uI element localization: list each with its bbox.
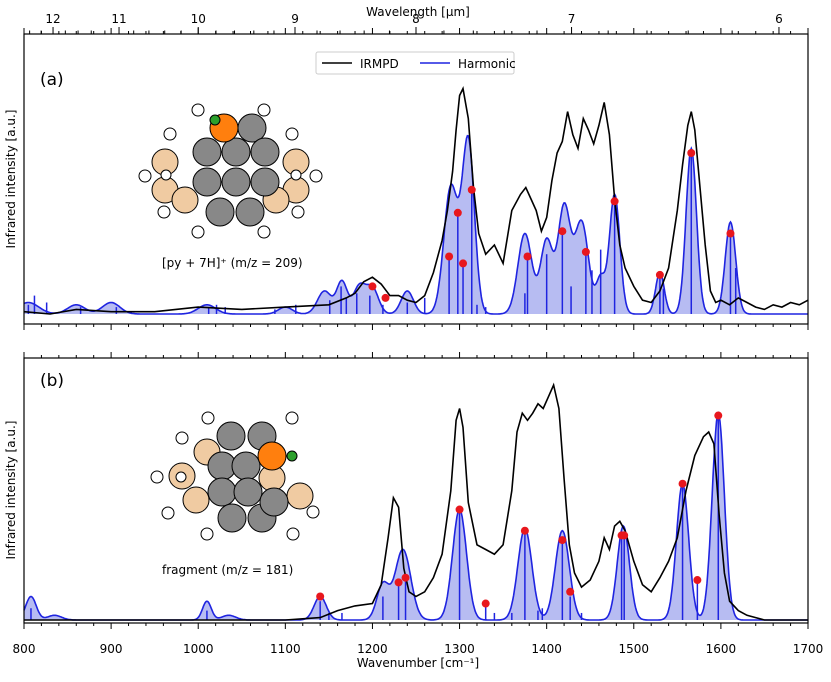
panel-b: 800 900 1000 1100 1200 1300 1400 1500 1600 1700 (… xyxy=(13,352,824,656)
panel-a: (a) [py + 7H]⁺ (m/z = 209) IRMPD Harmoni… xyxy=(23,28,809,330)
harmonic-marker xyxy=(459,259,468,268)
y-axis-label-b: Infrared intensity [a.u.] xyxy=(4,421,18,560)
harmonic-marker xyxy=(445,252,454,261)
panel-a-ticks xyxy=(23,28,809,330)
panel-b-annotation: fragment (m/z = 181) xyxy=(162,563,293,577)
legend: IRMPD Harmonic xyxy=(315,51,516,75)
top-tick-label: 8 xyxy=(412,12,420,26)
harmonic-marker xyxy=(678,479,687,488)
panel-b-frame xyxy=(23,357,809,624)
harmonic-marker xyxy=(467,185,476,194)
harmonic-marker xyxy=(693,576,702,585)
x-tick-label: 1700 xyxy=(793,642,824,656)
top-axis-label: Wavelength [μm] xyxy=(366,5,470,19)
legend-box xyxy=(315,51,515,75)
harmonic-envelope-fill xyxy=(24,135,808,314)
x-tick-label: 1500 xyxy=(619,642,650,656)
harmonic-marker xyxy=(453,208,462,217)
harmonic-marker xyxy=(523,252,532,261)
harmonic-marker xyxy=(481,599,490,608)
molecule-b-diagram xyxy=(150,411,320,541)
legend-harmonic-label: Harmonic xyxy=(458,57,516,71)
panel-a-annotation: [py + 7H]⁺ (m/z = 209) xyxy=(162,256,303,270)
panel-b-ticks: 800 900 1000 1100 1200 1300 1400 1500 1600 1700 xyxy=(13,352,824,656)
harmonic-marker xyxy=(610,197,619,206)
x-tick-label: 1300 xyxy=(444,642,475,656)
top-wavelength-axis: 12 11 10 9 8 7 6 xyxy=(29,12,783,34)
harmonic-marker xyxy=(620,531,629,540)
legend-irmpd-label: IRMPD xyxy=(360,57,399,71)
x-tick-label: 800 xyxy=(13,642,36,656)
harmonic-marker xyxy=(726,229,735,238)
harmonic-envelope-line xyxy=(23,134,808,315)
harmonic-marker xyxy=(558,536,567,545)
panel-b-plot-area xyxy=(23,382,808,621)
x-tick-label: 1100 xyxy=(270,642,301,656)
harmonic-marker xyxy=(401,573,410,582)
top-tick-label: 6 xyxy=(775,12,783,26)
panel-a-label: (a) xyxy=(40,70,64,90)
harmonic-marker xyxy=(714,411,723,420)
top-tick-label: 10 xyxy=(191,12,206,26)
x-tick-label: 900 xyxy=(100,642,123,656)
harmonic-marker xyxy=(581,247,590,256)
harmonic-marker xyxy=(394,578,403,587)
harmonic-marker xyxy=(368,282,377,291)
harmonic-marker xyxy=(316,592,325,601)
x-axis-label: Wavenumber [cm⁻¹] xyxy=(357,656,479,670)
top-tick-label: 9 xyxy=(291,12,299,26)
x-tick-label: 1400 xyxy=(531,642,562,656)
panel-a-frame xyxy=(23,33,809,325)
panel-b-label: (b) xyxy=(40,371,64,391)
harmonic-marker xyxy=(455,505,464,514)
harmonic-marker xyxy=(381,293,390,302)
molecule-a-diagram xyxy=(138,103,323,239)
harmonic-marker xyxy=(558,227,567,236)
irmpd-line xyxy=(24,382,808,621)
top-tick-label: 7 xyxy=(568,12,576,26)
y-axis-label-a: Infrared intensity [a.u.] xyxy=(4,110,18,249)
top-tick-label: 11 xyxy=(111,12,126,26)
x-tick-label: 1000 xyxy=(183,642,214,656)
harmonic-marker xyxy=(520,526,529,535)
top-tick-label: 12 xyxy=(45,12,60,26)
panel-a-plot-area xyxy=(23,86,809,315)
harmonic-marker xyxy=(687,149,696,157)
harmonic-envelope-fill xyxy=(24,413,808,620)
x-tick-label: 1600 xyxy=(706,642,737,656)
harmonic-marker xyxy=(655,270,664,279)
harmonic-marker xyxy=(566,587,575,596)
irmpd-line xyxy=(23,86,809,315)
x-tick-label: 1200 xyxy=(357,642,388,656)
